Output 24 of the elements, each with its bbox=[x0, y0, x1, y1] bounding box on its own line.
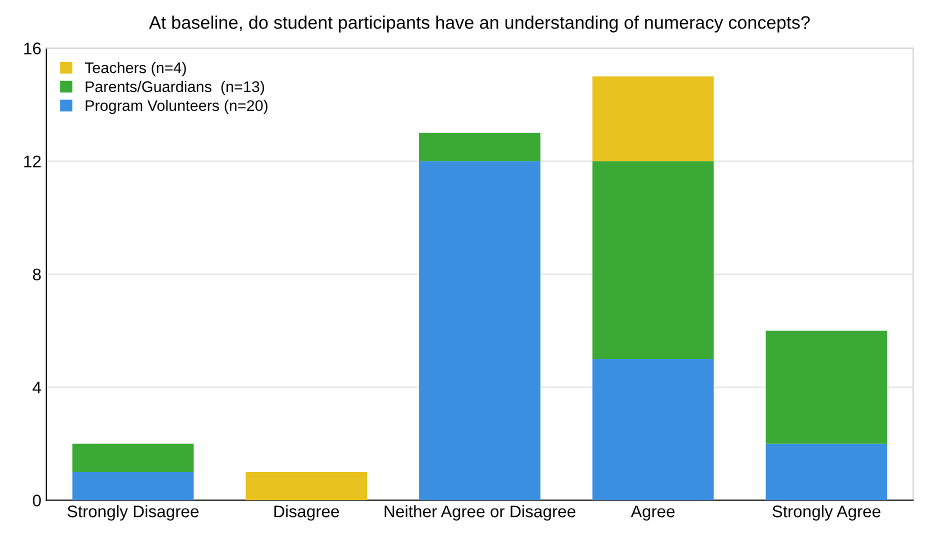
x-tick-label: Agree bbox=[630, 506, 675, 521]
chart-title: At baseline, do student participants have an understanding of numeracy concepts? bbox=[149, 16, 810, 32]
x-tick-label: Disagree bbox=[274, 505, 339, 521]
y-tick-label: 12 bbox=[24, 156, 41, 168]
x-tick-label: Strongly Agree bbox=[772, 505, 880, 521]
y-tick-label: 0 bbox=[32, 494, 41, 506]
bar bbox=[766, 444, 888, 500]
legend-label: Parents/Guardians (n=13) bbox=[86, 80, 264, 96]
bar bbox=[72, 472, 194, 500]
bar bbox=[72, 444, 194, 472]
y-tick-label: 16 bbox=[24, 42, 41, 54]
bar bbox=[592, 161, 714, 359]
x-tick-label: Neither Agree or Disagree bbox=[384, 505, 576, 521]
bar bbox=[419, 132, 540, 162]
legend-label: Program Volunteers (n=20) bbox=[86, 100, 268, 114]
bar bbox=[419, 161, 540, 500]
y-tick-label: 4 bbox=[32, 382, 41, 394]
bar bbox=[766, 330, 888, 444]
bar bbox=[592, 358, 714, 500]
legend-label: Teachers (n=4) bbox=[84, 62, 186, 76]
x-tick-label: Strongly Disagree bbox=[68, 505, 199, 521]
bar bbox=[592, 76, 714, 162]
bar bbox=[246, 472, 368, 500]
y-tick-label: 8 bbox=[32, 268, 41, 280]
